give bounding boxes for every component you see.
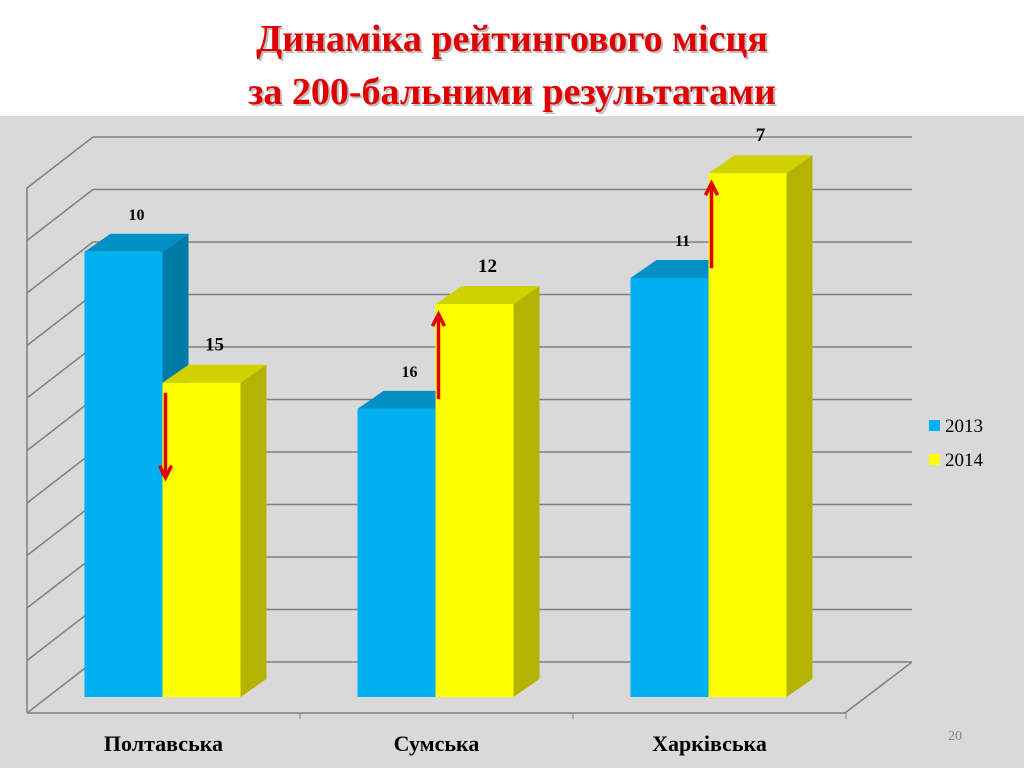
wall-line [26,293,94,347]
legend-label: 2013 [945,416,983,437]
page-number: 20 [948,729,962,744]
title-shadow: за 200-бальними результатами [250,73,778,115]
axis-line [844,661,913,714]
bar-front [435,304,514,697]
bar [162,364,267,697]
bar [435,286,540,697]
bar-top [162,364,267,383]
data-label: 7 [756,125,766,146]
bar-side [240,364,267,697]
wall-line [26,241,94,294]
data-label: 10 [129,207,145,224]
change-arrow-head [430,310,447,327]
bar-front [357,408,436,697]
bar-side [786,155,813,697]
change-arrow-head [703,179,720,196]
data-label: 16 [402,364,418,381]
data-label: 15 [205,335,224,356]
legend-swatch [929,420,940,431]
data-label: 11 [675,233,690,250]
bar-front [162,382,241,697]
wall-line [26,608,94,662]
title-shadow: Динаміка рейтингового місця [258,20,770,62]
wall-line [26,556,94,609]
bar-top [435,286,540,305]
x-tick-label: Харківська [652,731,767,756]
bar [708,155,813,697]
wall-line [26,136,94,189]
wall-line [26,451,94,504]
x-tick-label: Сумська [394,731,480,756]
bar-front [708,173,787,697]
chart-title: Динаміка рейтингового місця [256,18,768,60]
wall-line [26,188,94,242]
bar-front [84,251,163,697]
chart-title: за 200-бальними результатами [248,71,776,113]
legend-swatch [929,454,940,465]
wall-line [26,503,94,557]
bar-front [630,277,709,697]
x-tick-label: Полтавська [104,731,223,756]
data-label: 12 [478,256,497,277]
change-arrow-head [157,464,174,482]
wall-line [26,346,94,399]
bar-top [708,155,813,174]
wall-line [26,661,94,714]
wall-line [26,398,94,452]
bar-side [513,286,540,697]
legend-label: 2014 [945,450,984,471]
bar-top [84,233,189,252]
